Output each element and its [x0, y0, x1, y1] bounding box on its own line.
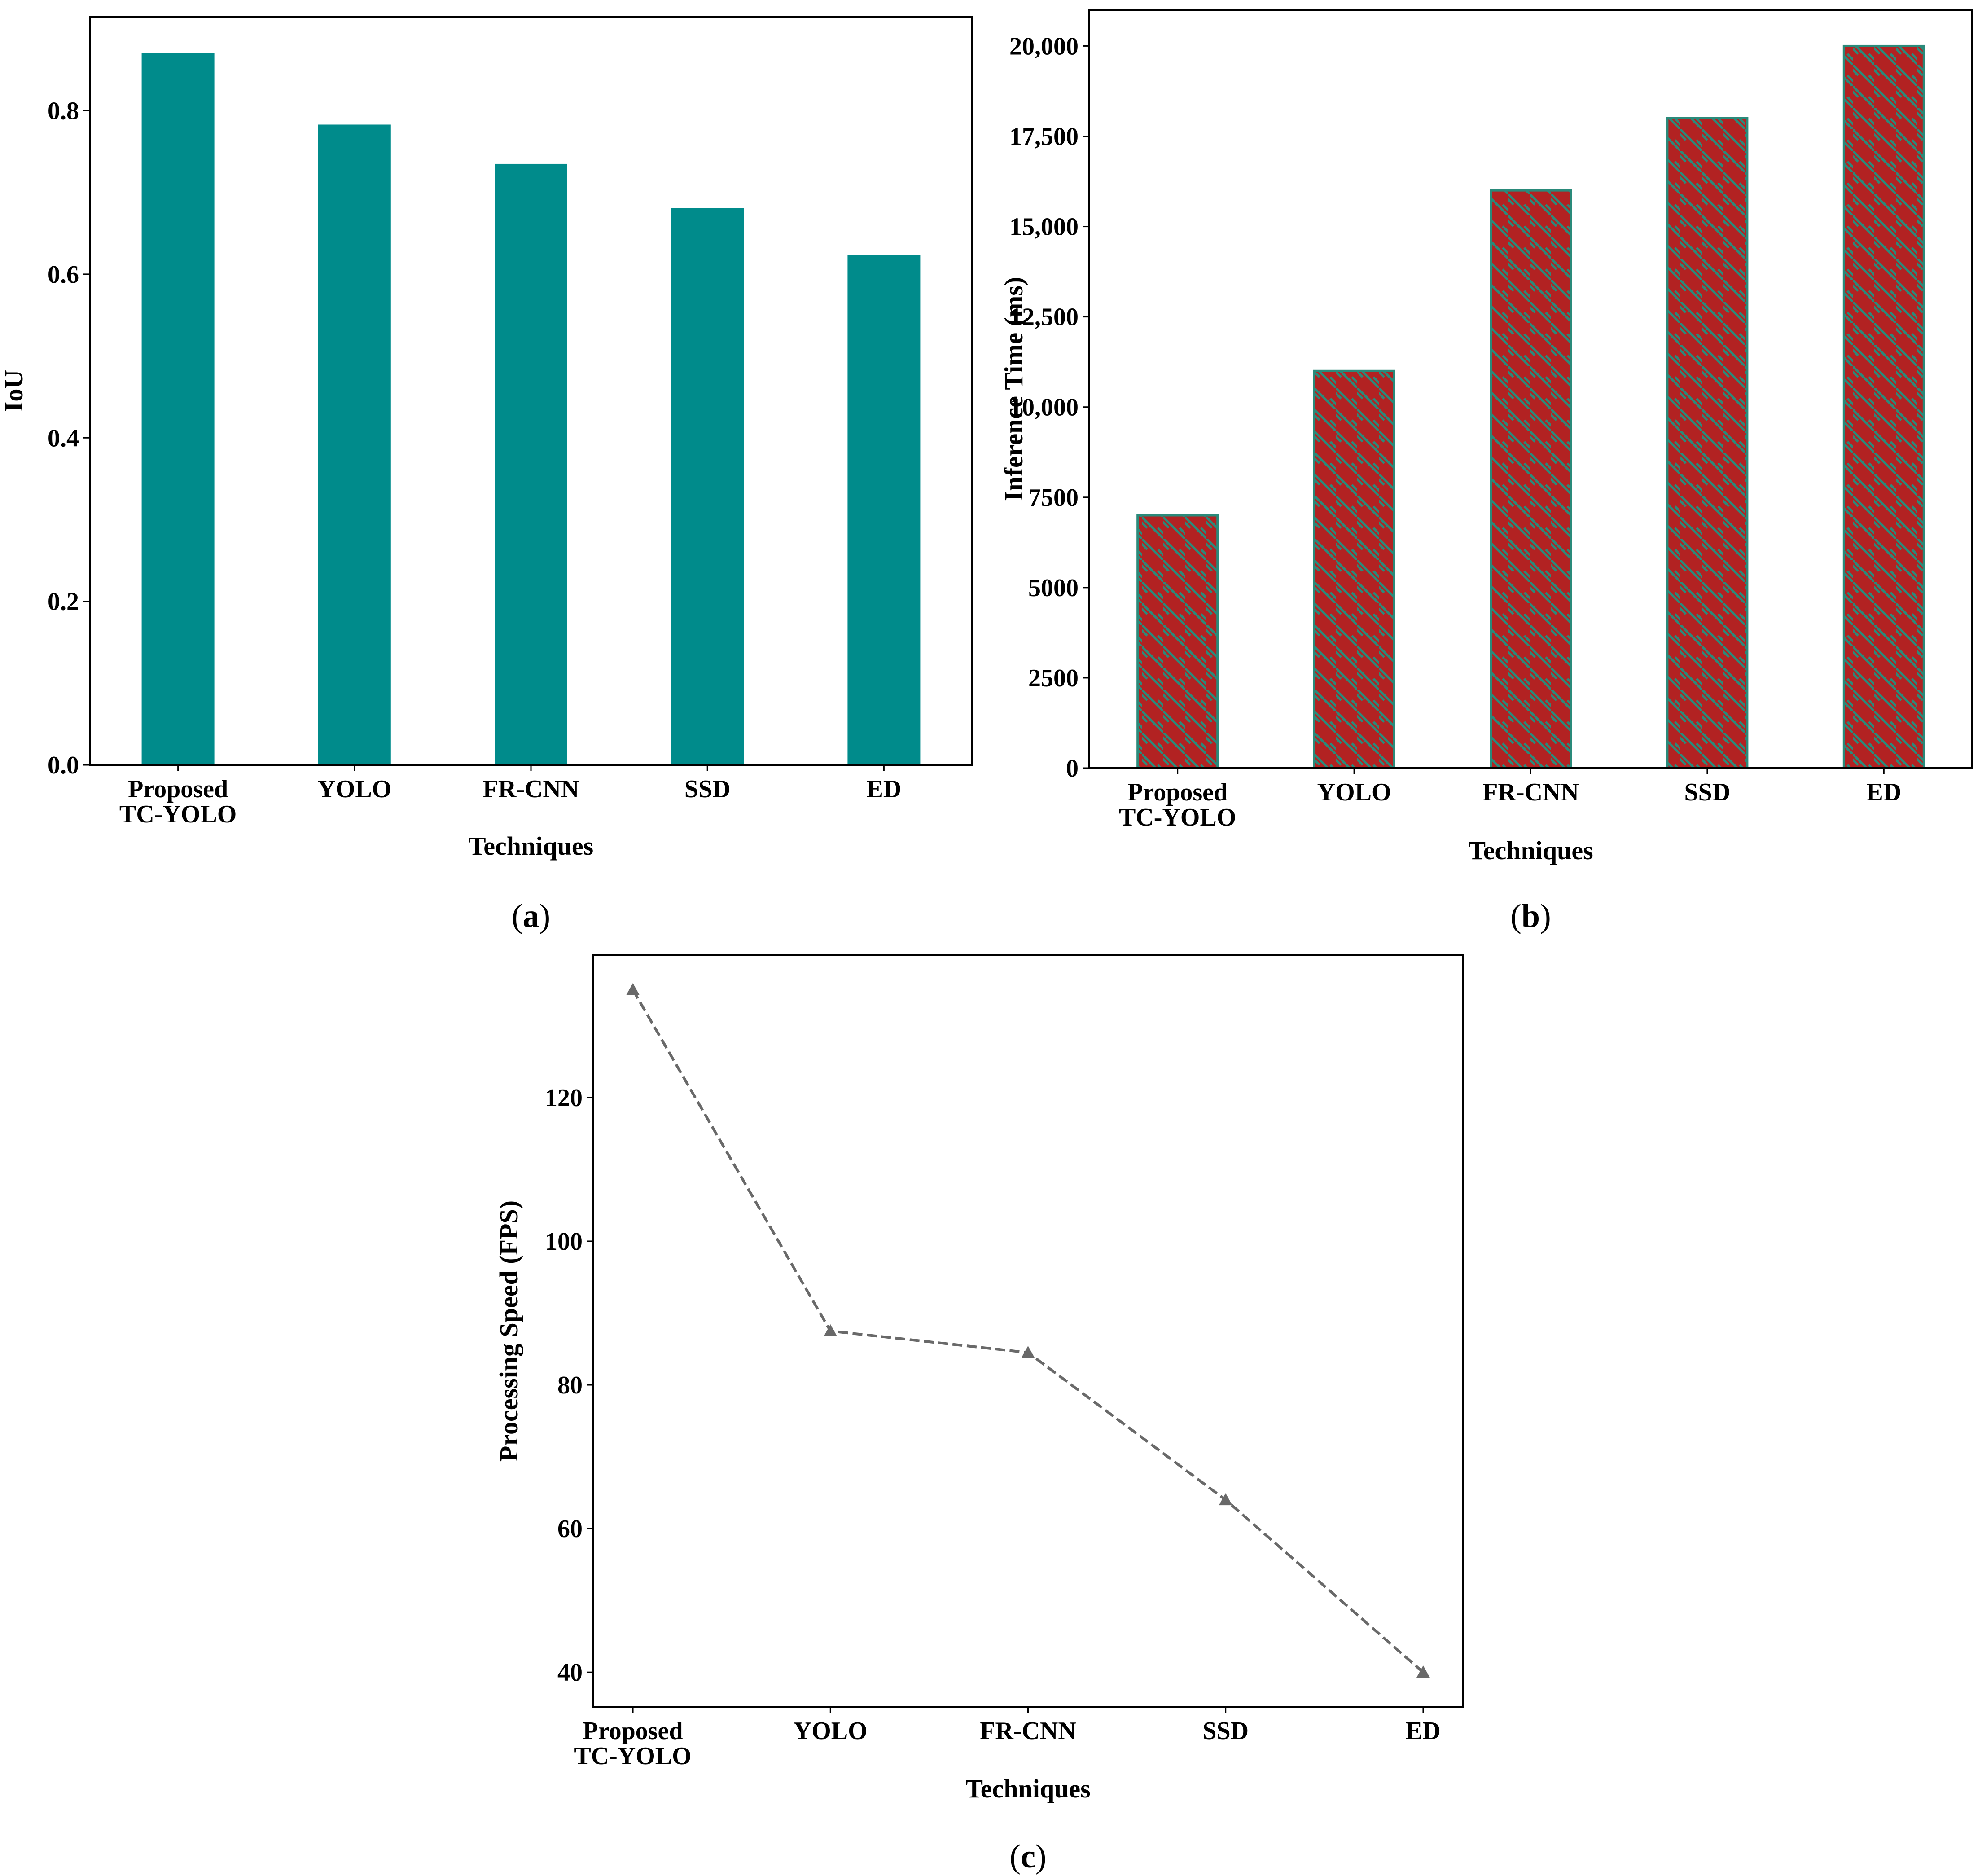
- bar: [318, 124, 391, 765]
- data-point-marker: [1219, 1493, 1232, 1506]
- panel-caption: (c): [1009, 1838, 1046, 1875]
- bar: [671, 208, 744, 765]
- bar: [847, 255, 921, 765]
- data-point-marker: [626, 983, 640, 995]
- y-axis-label: IoU: [0, 370, 28, 412]
- y-axis-label: Processing Speed (FPS): [494, 1200, 523, 1462]
- y-tick-label: 2500: [1028, 664, 1079, 692]
- y-tick-label: 0.8: [48, 97, 79, 125]
- x-tick-label: TC-YOLO: [1119, 804, 1236, 831]
- x-tick-label: ED: [1866, 778, 1901, 806]
- y-tick-label: 20,000: [1009, 32, 1079, 60]
- x-tick-label: Proposed: [583, 1717, 683, 1745]
- bar: [1136, 514, 1219, 769]
- x-tick-label: SSD: [1202, 1717, 1249, 1745]
- data-point-marker: [1416, 1665, 1430, 1678]
- y-tick-label: 5000: [1028, 574, 1079, 602]
- y-tick-label: 0: [1066, 755, 1079, 782]
- y-tick-label: 100: [545, 1228, 583, 1256]
- bar: [495, 163, 567, 765]
- bar: [1666, 117, 1749, 769]
- x-tick-label: YOLO: [794, 1717, 868, 1745]
- y-axis-label: Inference Time (ms): [999, 277, 1028, 501]
- y-tick-label: 7500: [1028, 484, 1079, 512]
- x-tick-label: FR-CNN: [1482, 778, 1579, 806]
- bar: [1842, 44, 1925, 769]
- y-tick-label: 15,000: [1009, 213, 1079, 241]
- y-tick-label: 40: [557, 1659, 583, 1687]
- plot-frame: [1088, 9, 1973, 769]
- x-tick-label: ED: [867, 775, 902, 803]
- x-tick-label: Proposed: [1127, 778, 1228, 806]
- bar: [1490, 189, 1572, 769]
- chart-panel-b: 0 2500 5000 7500 10,000 12,500 15,000 17,500 20,…: [999, 9, 1973, 935]
- y-tick-label: 0.2: [48, 588, 79, 616]
- x-tick-label: YOLO: [1317, 778, 1391, 806]
- x-axis-label: Techniques: [469, 831, 593, 861]
- y-tick-label: 0.0: [48, 751, 79, 779]
- x-tick-label: YOLO: [317, 775, 391, 803]
- y-tick-label: 80: [557, 1371, 583, 1399]
- x-tick-label: SSD: [1684, 778, 1731, 806]
- y-tick-label: 17,500: [1009, 123, 1079, 151]
- x-tick-label: TC-YOLO: [574, 1742, 691, 1770]
- y-tick-label: 10,000: [1009, 394, 1079, 422]
- panel-caption: (a): [512, 898, 550, 935]
- bar: [141, 53, 215, 765]
- x-tick-label: SSD: [684, 775, 731, 803]
- plot-frame: [89, 16, 973, 766]
- series-line: [631, 989, 1424, 1674]
- x-tick-label: TC-YOLO: [119, 800, 237, 828]
- y-tick-label: 12,500: [1009, 303, 1079, 331]
- y-tick-label: 120: [545, 1084, 583, 1112]
- bar: [1313, 369, 1395, 769]
- y-tick-label: 60: [557, 1515, 583, 1543]
- x-tick-label: Proposed: [128, 775, 228, 803]
- x-tick-label: FR-CNN: [980, 1717, 1076, 1745]
- x-axis-label: Techniques: [965, 1774, 1090, 1803]
- y-tick-label: 0.6: [48, 261, 79, 289]
- x-axis-label: Techniques: [1468, 836, 1593, 865]
- data-point-marker: [1021, 1346, 1035, 1358]
- panel-caption: (b): [1510, 898, 1551, 935]
- plot-frame: [592, 954, 1464, 1708]
- x-tick-label: ED: [1406, 1717, 1441, 1745]
- data-point-marker: [824, 1324, 838, 1336]
- x-tick-label: FR-CNN: [483, 775, 579, 803]
- y-tick-label: 0.4: [48, 424, 79, 452]
